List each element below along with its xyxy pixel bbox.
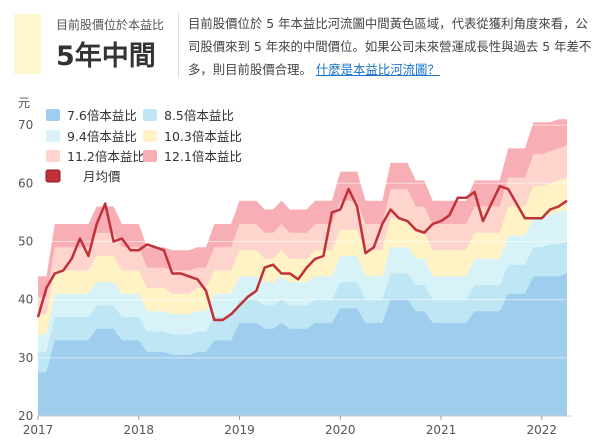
legend-swatch bbox=[46, 130, 60, 142]
summary-accent-bar bbox=[14, 14, 41, 74]
legend-label: 8.5倍本益比 bbox=[164, 108, 234, 123]
summary-value: 5年中間 bbox=[56, 41, 156, 72]
pe-river-chart: 20 30 40 50 60 70 元 2017 2018 2019 2020 2021 2022 7.… bbox=[18, 96, 572, 437]
chart-price-line-group bbox=[36, 184, 568, 322]
x-tick-label: 2022 bbox=[527, 423, 558, 437]
legend-swatch bbox=[143, 109, 157, 121]
legend-swatch bbox=[45, 169, 61, 183]
legend-swatch bbox=[46, 109, 60, 121]
area-band-1 bbox=[38, 273, 567, 416]
legend-swatch bbox=[46, 150, 60, 162]
legend-label: 11.2倍本益比 bbox=[67, 149, 145, 164]
legend-swatch bbox=[143, 150, 157, 162]
y-tick-label: 50 bbox=[18, 234, 33, 248]
summary-card: 目前股價位於本益比 5年中間 bbox=[14, 14, 164, 74]
x-tick-label: 2019 bbox=[224, 423, 255, 437]
legend-label: 12.1倍本益比 bbox=[164, 149, 242, 164]
y-tick-label: 30 bbox=[18, 351, 33, 365]
x-tick-label: 2020 bbox=[325, 423, 356, 437]
chart-areas bbox=[38, 119, 567, 417]
x-tick-label: 2017 bbox=[23, 423, 54, 437]
y-tick-label: 40 bbox=[18, 293, 33, 307]
legend-swatch bbox=[143, 130, 157, 142]
summary-description: 目前股價位於 5 年本益比河流圖中間黃色區域，代表從獲利角度來看，公司股價來到 … bbox=[188, 12, 592, 81]
y-tick-label: 20 bbox=[18, 409, 33, 423]
summary-description-text: 目前股價位於 5 年本益比河流圖中間黃色區域，代表從獲利角度來看，公司股價來到 … bbox=[188, 16, 592, 77]
chart-legend: 7.6倍本益比 8.5倍本益比 9.4倍本益比 10.3倍本益比 11.2倍本益比 12.… bbox=[45, 108, 242, 184]
y-tick-label: 60 bbox=[18, 176, 33, 190]
x-tick-label: 2021 bbox=[426, 423, 457, 437]
chart-axes: 20 30 40 50 60 70 元 2017 2018 2019 2020 2021 2022 bbox=[18, 96, 572, 437]
x-tick-label: 2018 bbox=[123, 423, 154, 437]
summary-divider bbox=[178, 12, 179, 78]
price-line bbox=[36, 184, 568, 322]
y-axis-unit-label: 元 bbox=[18, 96, 30, 110]
pe-river-help-link[interactable]: 什麼是本益比河流圖？ bbox=[315, 62, 440, 77]
legend-label: 9.4倍本益比 bbox=[67, 129, 137, 144]
legend-label: 月均價 bbox=[83, 169, 121, 184]
summary-label: 目前股價位於本益比 bbox=[56, 18, 165, 32]
y-tick-label: 70 bbox=[18, 118, 33, 132]
legend-label: 10.3倍本益比 bbox=[164, 129, 242, 144]
legend-label: 7.6倍本益比 bbox=[67, 108, 137, 123]
